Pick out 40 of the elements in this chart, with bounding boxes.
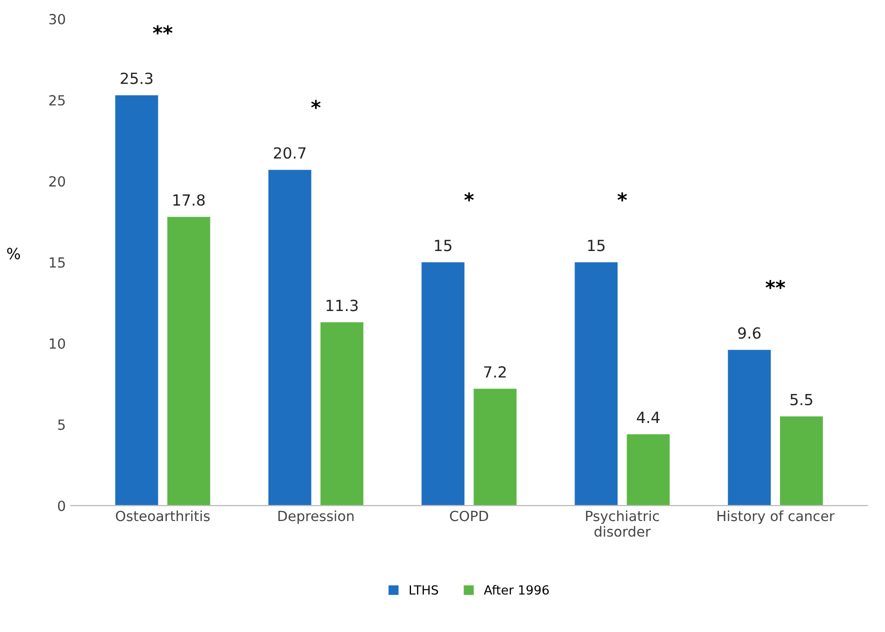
x-tick-label: Osteoarthritis bbox=[116, 510, 210, 522]
y-tick-label: 20 bbox=[49, 176, 66, 187]
data-label: 15 bbox=[434, 240, 452, 252]
bar bbox=[574, 262, 618, 506]
legend-label: After 1996 bbox=[484, 584, 549, 595]
data-label: 9.6 bbox=[738, 327, 761, 339]
y-tick-label: 0 bbox=[58, 500, 66, 512]
y-tick-label: 30 bbox=[49, 14, 66, 24]
x-tick-label: Depression bbox=[278, 510, 354, 524]
data-label: 20.7 bbox=[274, 147, 306, 159]
bar bbox=[474, 388, 517, 506]
data-label: 17.8 bbox=[173, 194, 205, 206]
bar bbox=[422, 262, 464, 506]
bar bbox=[320, 322, 364, 506]
data-label: 5.5 bbox=[790, 394, 812, 406]
y-axis-title: % bbox=[7, 248, 20, 260]
bar bbox=[626, 434, 670, 506]
data-label: 25.3 bbox=[120, 72, 152, 84]
bar bbox=[268, 170, 312, 506]
bar bbox=[167, 216, 210, 506]
bar bbox=[780, 416, 823, 506]
y-tick-label: 5 bbox=[58, 420, 65, 430]
annotation: ** bbox=[152, 25, 172, 34]
x-tick-label: COPD bbox=[450, 510, 488, 522]
annotation: * bbox=[618, 192, 627, 202]
data-label: 11.3 bbox=[326, 300, 358, 312]
data-label: 4.4 bbox=[636, 412, 660, 423]
data-label: 7.2 bbox=[484, 366, 506, 378]
annotation: * bbox=[311, 100, 321, 109]
legend-label: LTHS bbox=[410, 585, 438, 595]
annotation: * bbox=[464, 192, 474, 202]
y-tick-label: 10 bbox=[50, 338, 66, 349]
x-tick-label: Psychiatric disorder bbox=[586, 510, 659, 537]
x-tick-label: History of cancer bbox=[718, 510, 835, 524]
bar bbox=[115, 95, 158, 506]
data-label: 15 bbox=[588, 240, 605, 252]
annotation: ** bbox=[766, 280, 786, 290]
y-tick-label: 15 bbox=[50, 257, 65, 268]
y-tick-label: 25 bbox=[49, 95, 65, 106]
bar bbox=[728, 350, 771, 506]
